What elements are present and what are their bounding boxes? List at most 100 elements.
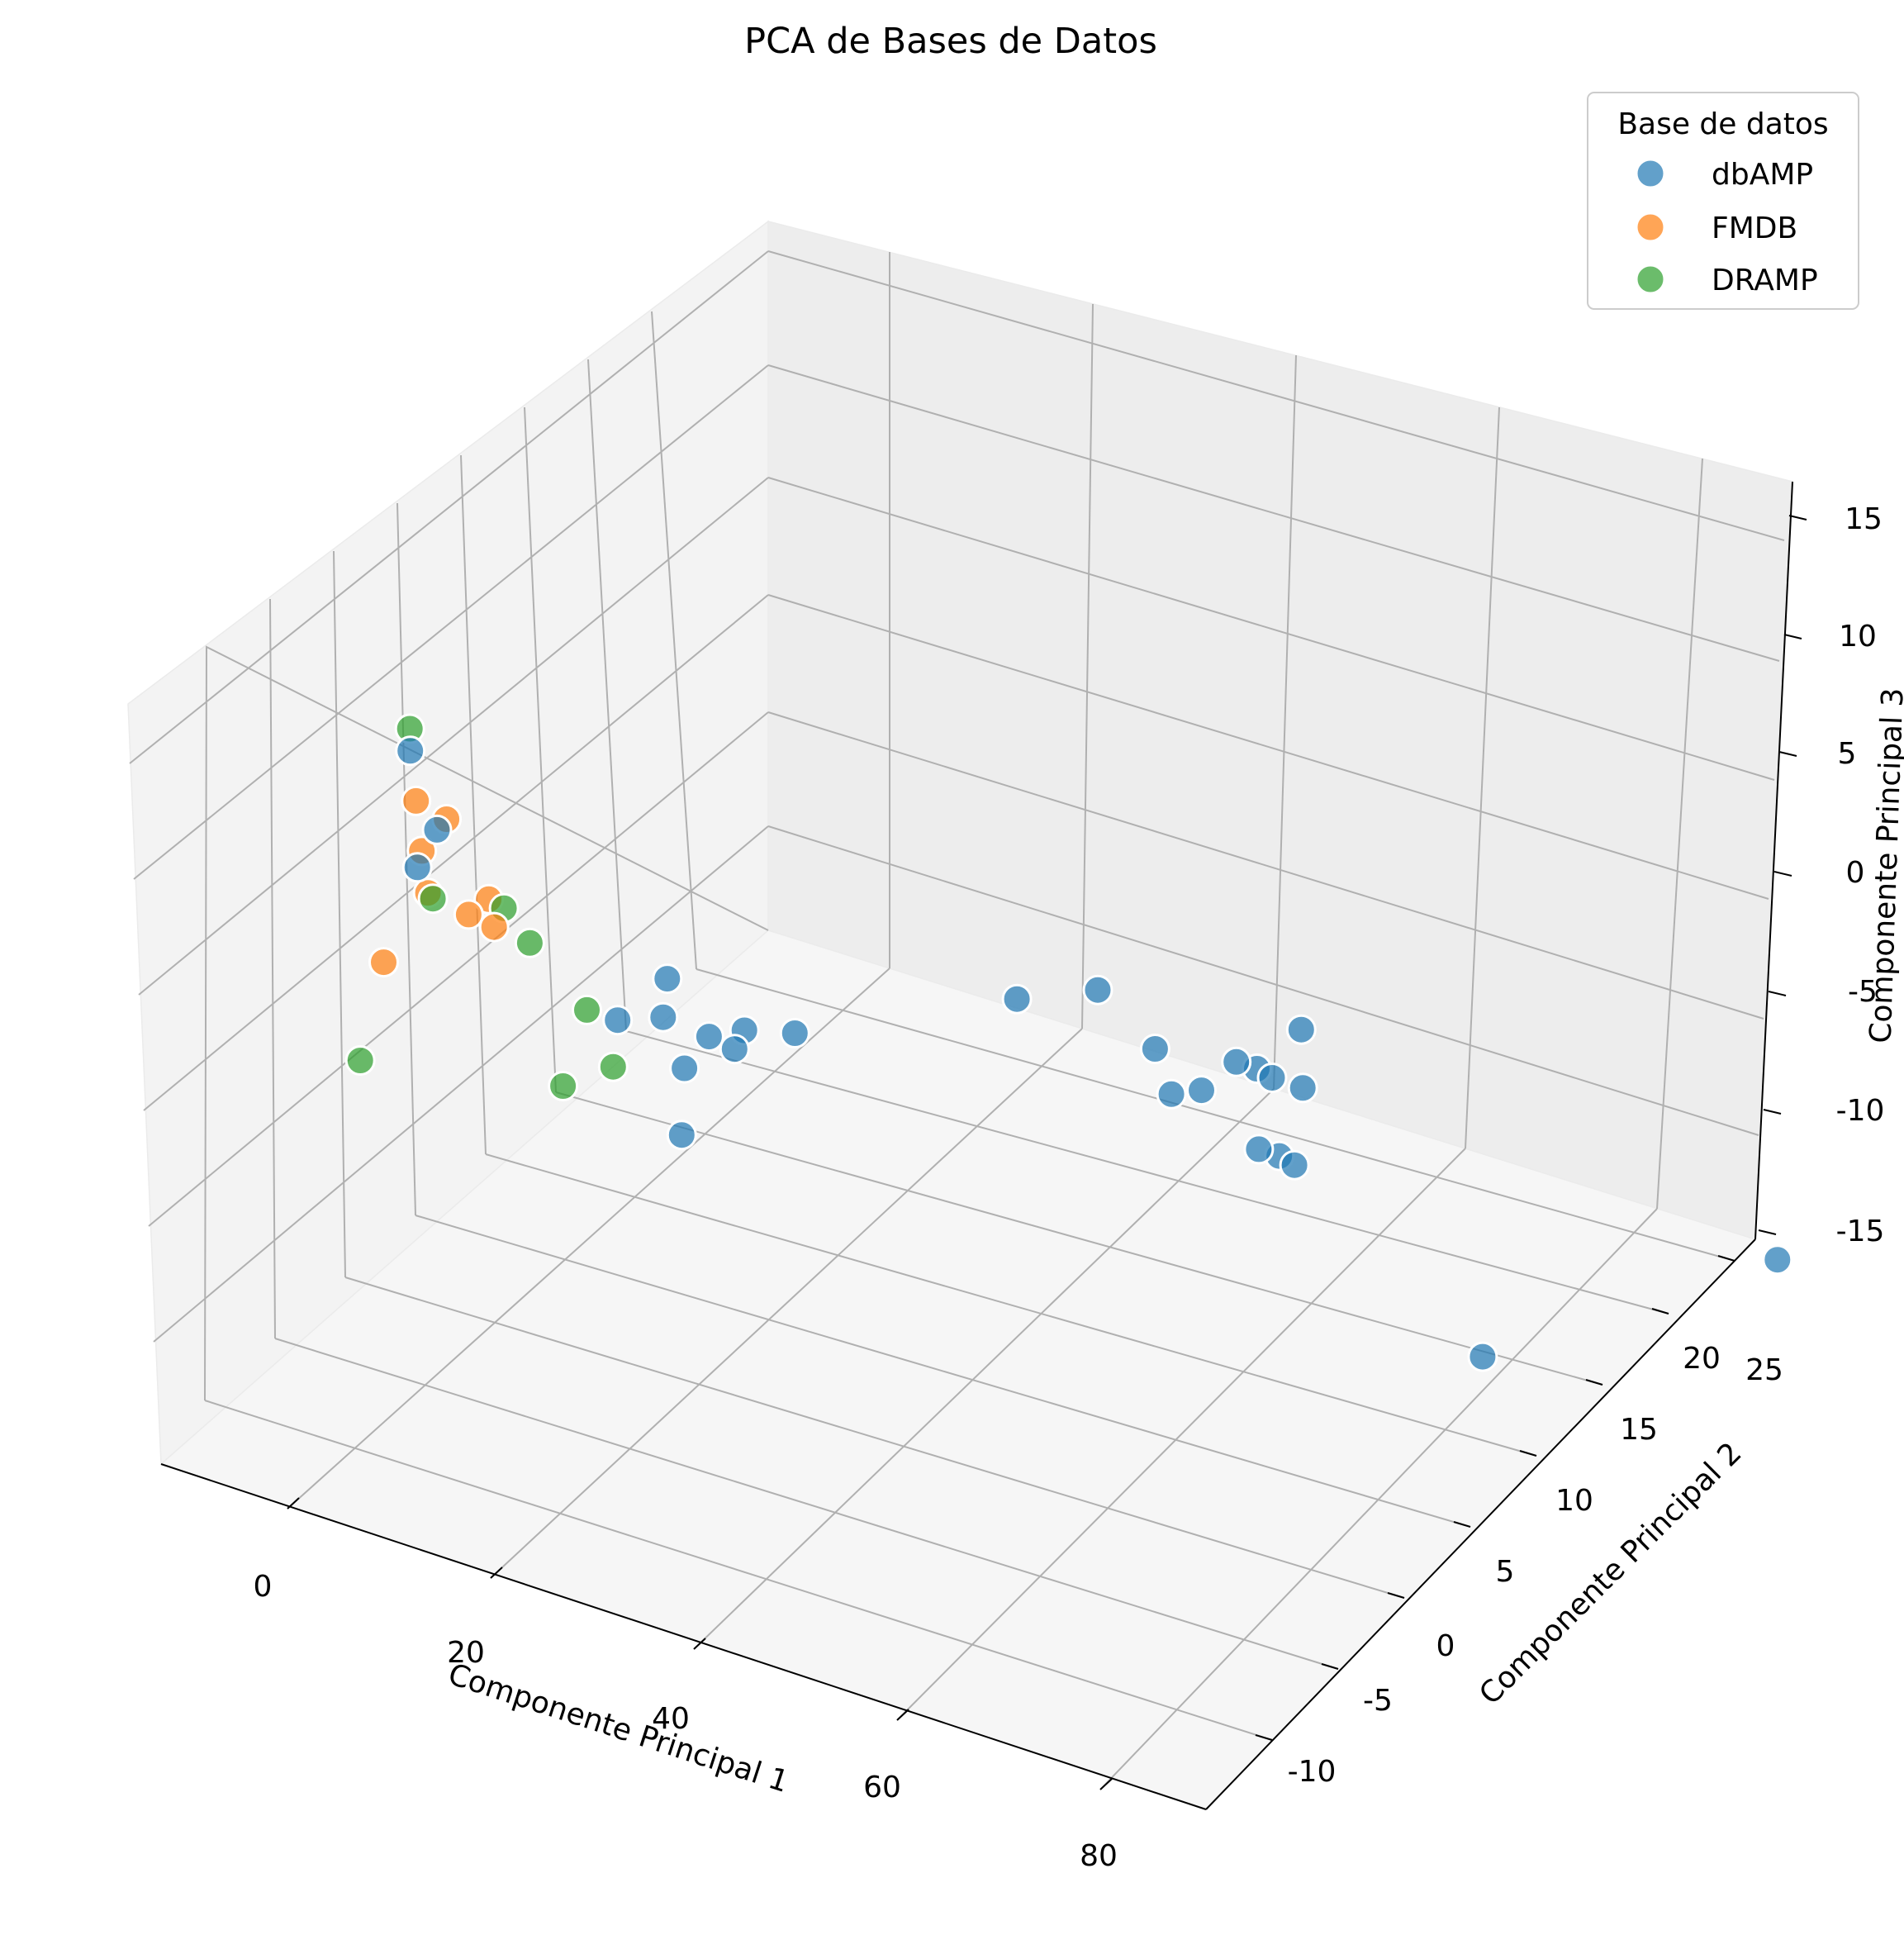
z-tick-label: -5 bbox=[1848, 975, 1878, 1009]
grid-line bbox=[485, 1153, 1537, 1457]
data-point-dbamp bbox=[1001, 983, 1033, 1015]
data-point-dbamp bbox=[401, 852, 433, 883]
data-point-dbamp bbox=[669, 1053, 700, 1084]
data-point-dramp bbox=[514, 927, 545, 958]
data-point-dramp bbox=[344, 1045, 376, 1076]
grid-line bbox=[767, 825, 1759, 1136]
y-tick bbox=[1519, 1450, 1537, 1457]
grid-line bbox=[1656, 458, 1703, 1210]
grid-line bbox=[129, 250, 769, 764]
grid-line bbox=[344, 1277, 1405, 1599]
z-tick bbox=[1763, 1109, 1782, 1115]
grid-line bbox=[767, 250, 1785, 541]
legend-frame bbox=[1587, 92, 1859, 310]
data-point-dbamp bbox=[719, 1034, 750, 1065]
z-tick-label: 0 bbox=[1846, 856, 1865, 890]
grid-line bbox=[555, 1091, 1603, 1386]
grid-line bbox=[460, 454, 487, 1155]
grid-line bbox=[767, 711, 1764, 1020]
z-tick-label: 5 bbox=[1838, 737, 1857, 771]
y-tick-label: -10 bbox=[1288, 1755, 1337, 1789]
data-point-dbamp bbox=[1221, 1046, 1252, 1077]
grid-line bbox=[1081, 303, 1094, 1029]
z-tick bbox=[1783, 634, 1802, 639]
z-tick-label: -10 bbox=[1836, 1094, 1885, 1128]
y-axis-ticks: -10 -5 0 5 10 15 20 25 bbox=[1255, 1255, 1783, 1789]
data-point-fmdb bbox=[401, 785, 432, 816]
x-tick-label: 0 bbox=[254, 1570, 273, 1604]
z-tick-label: -15 bbox=[1836, 1215, 1885, 1248]
y-tick-label: 0 bbox=[1436, 1629, 1455, 1663]
data-point-dramp bbox=[597, 1051, 629, 1082]
grid-line bbox=[138, 477, 769, 996]
grid-line bbox=[767, 364, 1780, 662]
y-tick-label: 10 bbox=[1555, 1484, 1593, 1518]
legend-label: dbAMP bbox=[1712, 158, 1813, 192]
grid-line bbox=[767, 477, 1775, 781]
data-point-dramp bbox=[572, 994, 602, 1025]
x-axis-line bbox=[160, 1463, 1207, 1810]
data-point-dbamp bbox=[1279, 1149, 1310, 1181]
grid-line bbox=[524, 406, 557, 1093]
data-point-dbamp bbox=[602, 1005, 634, 1036]
grid-line bbox=[1465, 406, 1500, 1149]
data-point-fmdb bbox=[453, 899, 484, 930]
data-point-dbamp bbox=[1243, 1134, 1275, 1165]
data-point-dbamp bbox=[652, 963, 683, 995]
z-tick bbox=[1773, 871, 1792, 877]
grid-line bbox=[333, 550, 346, 1278]
z-axis-line bbox=[1754, 481, 1793, 1240]
y-tick bbox=[1321, 1663, 1339, 1670]
z-axis-ticks: -15 -10 -5 0 5 10 15 bbox=[1758, 502, 1885, 1248]
x-tick-label: 60 bbox=[863, 1771, 901, 1804]
grid-line bbox=[204, 1400, 1273, 1741]
x-tick bbox=[490, 1567, 503, 1579]
data-point-dbamp bbox=[1256, 1063, 1288, 1093]
data-point-dbamp bbox=[693, 1021, 724, 1053]
grid-line bbox=[490, 1028, 1083, 1579]
data-point-dramp bbox=[548, 1071, 579, 1101]
x-tick-label: 80 bbox=[1080, 1839, 1118, 1873]
y-tick-label: 20 bbox=[1683, 1342, 1721, 1376]
y-tick-label: -5 bbox=[1363, 1684, 1393, 1718]
legend-label: DRAMP bbox=[1712, 264, 1818, 297]
x-tick-label: 40 bbox=[652, 1702, 690, 1736]
data-point-dbamp bbox=[666, 1120, 697, 1151]
data-point-dbamp bbox=[1139, 1034, 1170, 1064]
data-point-fmdb bbox=[478, 911, 510, 943]
y-tick-label: 25 bbox=[1745, 1353, 1783, 1387]
data-point-dbamp bbox=[779, 1018, 810, 1048]
z-tick bbox=[1758, 1229, 1777, 1235]
y-tick bbox=[1651, 1308, 1669, 1315]
grid-line bbox=[143, 594, 769, 1111]
y-tick-label: 15 bbox=[1620, 1413, 1658, 1447]
y-tick bbox=[1387, 1592, 1405, 1599]
x-axis-label: Componente Principal 1 bbox=[444, 1657, 793, 1799]
data-point-dramp bbox=[417, 883, 449, 915]
scatter-points bbox=[344, 713, 1793, 1372]
x-tick bbox=[693, 1638, 706, 1650]
data-point-dbamp bbox=[1287, 1072, 1318, 1104]
grid-line bbox=[767, 594, 1769, 900]
z-tick-label: 10 bbox=[1839, 620, 1877, 654]
data-point-dbamp bbox=[421, 814, 453, 845]
data-point-dbamp bbox=[1186, 1075, 1217, 1106]
grid-line bbox=[1273, 354, 1297, 1090]
legend-title: Base de datos bbox=[1617, 107, 1828, 141]
z-tick bbox=[1778, 751, 1797, 757]
z-axis-label: Componente Principal 3 bbox=[1864, 687, 1904, 1044]
x-tick bbox=[1099, 1778, 1113, 1790]
data-point-dbamp bbox=[648, 1001, 679, 1033]
grid-line bbox=[148, 711, 769, 1227]
x-axis-ticks: 0 20 40 60 80 bbox=[254, 1497, 1118, 1873]
grid-line bbox=[269, 598, 276, 1339]
data-point-dbamp bbox=[1467, 1341, 1498, 1372]
data-point-dbamp bbox=[1156, 1078, 1187, 1110]
data-point-dbamp bbox=[395, 735, 426, 767]
grid-line bbox=[287, 967, 890, 1509]
grid-line bbox=[651, 311, 697, 970]
grid-line bbox=[625, 1030, 1669, 1315]
y-tick bbox=[1717, 1255, 1735, 1262]
gridlines bbox=[129, 250, 1785, 1790]
